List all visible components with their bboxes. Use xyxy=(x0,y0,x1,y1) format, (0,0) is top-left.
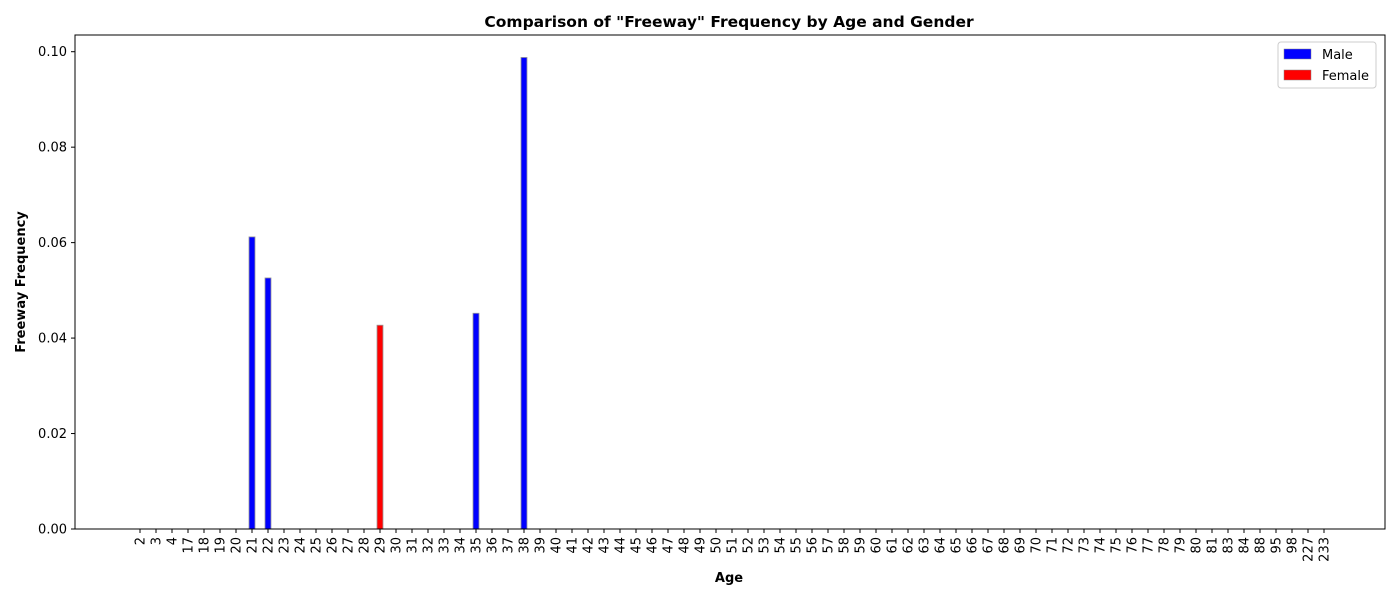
x-tick-label: 55 xyxy=(790,537,805,554)
x-tick-label: 75 xyxy=(1110,537,1125,554)
x-tick-label: 44 xyxy=(614,537,629,554)
x-tick-label: 84 xyxy=(1238,537,1253,554)
x-tick-label: 65 xyxy=(950,537,965,554)
x-tick-label: 77 xyxy=(1142,537,1157,554)
x-tick-label: 4 xyxy=(166,537,181,545)
x-tick-label: 40 xyxy=(550,537,565,554)
x-tick-label: 61 xyxy=(886,537,901,554)
x-tick-label: 43 xyxy=(598,537,613,554)
legend-swatch-male xyxy=(1283,48,1312,60)
x-tick-label: 81 xyxy=(1206,537,1221,554)
x-tick-label: 63 xyxy=(918,537,933,554)
x-tick-label: 54 xyxy=(774,537,789,554)
x-tick-label: 72 xyxy=(1062,537,1077,554)
x-tick-label: 20 xyxy=(230,537,245,554)
y-tick-label: 0.10 xyxy=(38,45,67,60)
y-tick-label: 0.02 xyxy=(38,427,67,442)
legend-label-female: Female xyxy=(1322,69,1369,84)
x-tick-label: 73 xyxy=(1078,537,1093,554)
x-tick-label: 66 xyxy=(966,537,981,554)
x-tick-label: 59 xyxy=(854,537,869,554)
x-tick-label: 64 xyxy=(934,537,949,554)
x-tick-label: 98 xyxy=(1286,537,1301,554)
x-tick-label: 25 xyxy=(310,537,325,554)
x-tick-label: 26 xyxy=(326,537,341,554)
x-tick-label: 50 xyxy=(710,537,725,554)
legend-swatch-female xyxy=(1283,69,1312,81)
x-tick-label: 45 xyxy=(630,537,645,554)
x-tick-label: 22 xyxy=(262,537,277,554)
y-tick-label: 0.04 xyxy=(38,332,67,347)
x-tick-label: 41 xyxy=(566,537,581,554)
bars xyxy=(248,57,528,530)
x-tick-label: 79 xyxy=(1174,537,1189,554)
x-tick-label: 233 xyxy=(1318,537,1333,562)
x-tick-label: 68 xyxy=(998,537,1013,554)
x-tick-label: 60 xyxy=(870,537,885,554)
x-tick-label: 95 xyxy=(1270,537,1285,554)
bar-male-age-38 xyxy=(520,57,528,530)
x-tick-label: 51 xyxy=(726,537,741,554)
x-tick-label: 227 xyxy=(1302,537,1317,562)
x-axis-label: Age xyxy=(715,571,743,586)
x-tick-label: 74 xyxy=(1094,537,1109,554)
x-tick-label: 17 xyxy=(182,537,197,554)
x-tick-label: 48 xyxy=(678,537,693,554)
x-tick-label: 27 xyxy=(342,537,357,554)
bar-male-age-21 xyxy=(248,236,256,530)
x-tick-label: 70 xyxy=(1030,537,1045,554)
x-tick-label: 80 xyxy=(1190,537,1205,554)
x-tick-label: 88 xyxy=(1254,537,1269,554)
x-tick-label: 32 xyxy=(422,537,437,554)
x-tick-label: 28 xyxy=(358,537,373,554)
y-tick-label: 0.00 xyxy=(38,523,67,538)
y-axis-label: Freeway Frequency xyxy=(14,211,29,353)
x-tick-label: 29 xyxy=(374,537,389,554)
plot-area-frame xyxy=(74,34,1386,530)
x-tick-label: 34 xyxy=(454,537,469,554)
x-tick-label: 58 xyxy=(838,537,853,554)
x-tick-label: 39 xyxy=(534,537,549,554)
x-tick-label: 47 xyxy=(662,537,677,554)
y-tick-label: 0.06 xyxy=(38,236,67,251)
legend: Male Female xyxy=(1277,41,1377,89)
x-tick-label: 76 xyxy=(1126,537,1141,554)
x-axis-ticks: 2 3 4 17 18 19 20 21 22 23 24 25 26 27 28 29 30 31 32 33 34 3… xyxy=(134,529,1333,562)
x-tick-label: 83 xyxy=(1222,537,1237,554)
x-tick-label: 56 xyxy=(806,537,821,554)
x-tick-label: 71 xyxy=(1046,537,1061,554)
x-tick-label: 18 xyxy=(198,537,213,554)
legend-label-male: Male xyxy=(1322,48,1353,63)
bar-male-age-35 xyxy=(472,312,480,530)
bar-female-age-29 xyxy=(376,324,384,530)
x-tick-label: 53 xyxy=(758,537,773,554)
x-tick-label: 62 xyxy=(902,537,917,554)
x-tick-label: 35 xyxy=(470,537,485,554)
x-tick-label: 33 xyxy=(438,537,453,554)
y-tick-label: 0.08 xyxy=(38,141,67,156)
y-axis-ticks: 0.00 0.02 0.04 0.06 0.08 0.10 xyxy=(38,45,75,538)
x-tick-label: 78 xyxy=(1158,537,1173,554)
x-tick-label: 69 xyxy=(1014,537,1029,554)
x-tick-label: 36 xyxy=(486,537,501,554)
x-tick-label: 49 xyxy=(694,537,709,554)
x-tick-label: 38 xyxy=(518,537,533,554)
chart-title: Comparison of "Freeway" Frequency by Age… xyxy=(484,13,974,31)
x-tick-label: 21 xyxy=(246,537,261,554)
x-tick-label: 37 xyxy=(502,537,517,554)
bar-male-age-22 xyxy=(264,277,272,530)
x-tick-label: 24 xyxy=(294,537,309,554)
x-tick-label: 3 xyxy=(150,537,165,545)
x-tick-label: 30 xyxy=(390,537,405,554)
x-tick-label: 19 xyxy=(214,537,229,554)
x-tick-label: 46 xyxy=(646,537,661,554)
x-tick-label: 67 xyxy=(982,537,997,554)
x-tick-label: 23 xyxy=(278,537,293,554)
x-tick-label: 57 xyxy=(822,537,837,554)
x-tick-label: 52 xyxy=(742,537,757,554)
x-tick-label: 2 xyxy=(134,537,149,545)
x-tick-label: 42 xyxy=(582,537,597,554)
x-tick-label: 31 xyxy=(406,537,421,554)
